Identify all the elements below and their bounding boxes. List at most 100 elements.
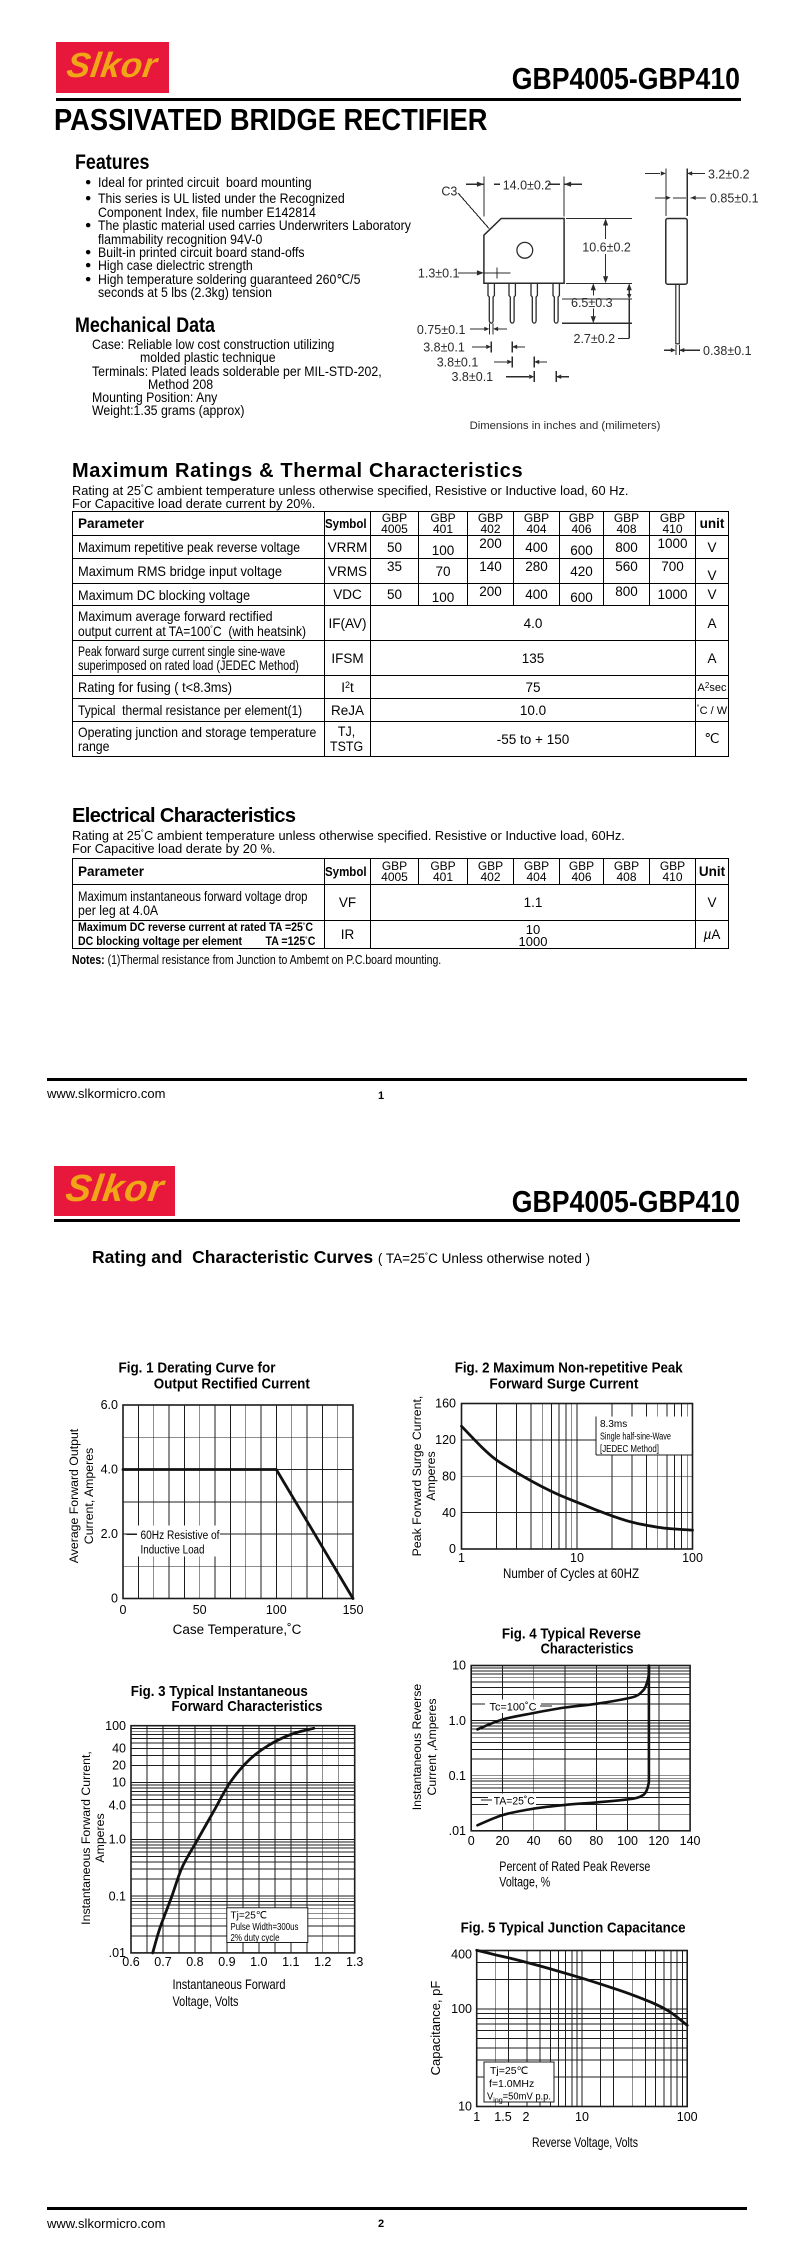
svg-text:C3: C3 xyxy=(441,185,457,199)
svg-text:4.0: 4.0 xyxy=(109,1798,126,1812)
svg-text:8.3ms: 8.3ms xyxy=(600,1419,627,1430)
svg-text:Tc=100˚C: Tc=100˚C xyxy=(490,1702,537,1714)
svg-text:0.85±0.1: 0.85±0.1 xyxy=(710,192,759,206)
svg-text:Fig. 1 Derating Curve for: Fig. 1 Derating Curve for xyxy=(119,1360,276,1377)
svg-text:Fig. 3 Typical Instantaneous: Fig. 3 Typical Instantaneous xyxy=(131,1683,308,1700)
svg-text:Reverse Voltage, Volts: Reverse Voltage, Volts xyxy=(532,2135,638,2150)
svg-text:120: 120 xyxy=(435,1433,456,1447)
svg-text:0.6: 0.6 xyxy=(122,1955,139,1969)
svg-text:1.0: 1.0 xyxy=(109,1833,126,1847)
svg-text:0.8: 0.8 xyxy=(186,1955,203,1969)
svg-text:100: 100 xyxy=(451,2002,472,2016)
svg-text:Average Forward Output: Average Forward Output xyxy=(67,1428,81,1563)
svg-text:Tj=25℃: Tj=25℃ xyxy=(490,2065,529,2077)
svg-text:TA=25˚C: TA=25˚C xyxy=(494,1796,535,1808)
svg-text:Case Temperature,˚C: Case Temperature,˚C xyxy=(173,1622,302,1637)
svg-text:2.0: 2.0 xyxy=(101,1527,118,1541)
svg-text:3.8±0.1: 3.8±0.1 xyxy=(437,355,479,369)
svg-text:Voltage, Volts: Voltage, Volts xyxy=(173,1994,239,2009)
svg-text:1.0: 1.0 xyxy=(250,1955,267,1969)
svg-text:Dimensions in inches and (mili: Dimensions in inches and (milimeters) xyxy=(470,420,661,432)
svg-text:150: 150 xyxy=(343,1603,364,1617)
svg-text:3.2±0.2: 3.2±0.2 xyxy=(708,168,750,182)
svg-text:40: 40 xyxy=(112,1742,126,1756)
svg-text:100: 100 xyxy=(617,1834,638,1848)
svg-text:10.6±0.2: 10.6±0.2 xyxy=(582,241,631,255)
svg-text:Output Rectified Current: Output Rectified Current xyxy=(154,1376,310,1393)
svg-text:Forward Surge Current: Forward Surge Current xyxy=(489,1376,638,1393)
svg-text:.01: .01 xyxy=(109,1946,126,1960)
svg-text:80: 80 xyxy=(442,1470,456,1484)
svg-text:Instantaneous Forward: Instantaneous Forward xyxy=(173,1977,286,1992)
svg-text:Instantaneous Forward Current,: Instantaneous Forward Current, xyxy=(79,1751,93,1925)
svg-text:f=1.0MHz: f=1.0MHz xyxy=(489,2078,534,2090)
svg-text:Fig. 5 Typical Junction Capaci: Fig. 5 Typical Junction Capacitance xyxy=(461,1920,686,1937)
svg-text:2: 2 xyxy=(523,2110,530,2124)
svg-text:2% duty cycle: 2% duty cycle xyxy=(231,1933,280,1944)
svg-text:3.8±0.1: 3.8±0.1 xyxy=(452,370,494,384)
svg-text:6.5±0.3: 6.5±0.3 xyxy=(571,296,613,310)
svg-text:0: 0 xyxy=(120,1603,127,1617)
svg-text:Number of Cycles at 60HZ: Number of Cycles at 60HZ xyxy=(503,1566,639,1581)
svg-text:1.3±0.1: 1.3±0.1 xyxy=(418,267,460,281)
svg-text:20: 20 xyxy=(112,1759,126,1773)
svg-text:60: 60 xyxy=(558,1834,572,1848)
svg-text:Fig. 4 Typical Reverse: Fig. 4 Typical Reverse xyxy=(502,1626,641,1643)
svg-text:1.2: 1.2 xyxy=(314,1955,331,1969)
svg-text:40: 40 xyxy=(527,1834,541,1848)
svg-text:Current ,Amperes: Current ,Amperes xyxy=(425,1698,439,1795)
svg-text:400: 400 xyxy=(451,1948,472,1962)
svg-text:80: 80 xyxy=(589,1834,603,1848)
svg-text:60Hz Resistive of: 60Hz Resistive of xyxy=(141,1528,221,1542)
svg-text:Forward Characteristics: Forward Characteristics xyxy=(172,1698,323,1715)
svg-text:Ving=50mV p.p.: Ving=50mV p.p. xyxy=(487,2092,551,2105)
svg-text:120: 120 xyxy=(648,1834,669,1848)
svg-text:50: 50 xyxy=(193,1603,207,1617)
svg-text:Characteristics: Characteristics xyxy=(541,1641,634,1658)
svg-text:Amperes: Amperes xyxy=(424,1451,438,1500)
svg-text:0.9: 0.9 xyxy=(218,1955,235,1969)
svg-text:20: 20 xyxy=(496,1834,510,1848)
svg-text:3.8±0.1: 3.8±0.1 xyxy=(423,340,465,354)
svg-text:1.1: 1.1 xyxy=(282,1955,299,1969)
svg-text:Current, Amperes: Current, Amperes xyxy=(82,1448,96,1544)
svg-text:Tj=25℃: Tj=25℃ xyxy=(231,1911,268,1922)
svg-text:Pulse Width=300us: Pulse Width=300us xyxy=(231,1922,299,1933)
svg-text:0.38±0.1: 0.38±0.1 xyxy=(703,344,752,358)
svg-text:Fig. 2 Maximum Non-repetitive: Fig. 2 Maximum Non-repetitive Peak xyxy=(455,1360,684,1377)
svg-text:Inductive Load: Inductive Load xyxy=(141,1543,205,1557)
svg-text:0: 0 xyxy=(449,1542,456,1556)
svg-text:Instantaneous Reverse: Instantaneous Reverse xyxy=(410,1684,424,1811)
svg-text:100: 100 xyxy=(266,1603,287,1617)
svg-text:10: 10 xyxy=(112,1776,126,1790)
svg-text:0.7: 0.7 xyxy=(154,1955,171,1969)
svg-text:0.1: 0.1 xyxy=(109,1889,126,1903)
svg-text:1.0: 1.0 xyxy=(449,1714,466,1728)
svg-text:10: 10 xyxy=(452,1659,466,1673)
svg-text:40: 40 xyxy=(442,1506,456,1520)
svg-text:100: 100 xyxy=(682,1551,703,1565)
svg-text:1.3: 1.3 xyxy=(346,1955,363,1969)
svg-text:4.0: 4.0 xyxy=(101,1463,118,1477)
svg-text:140: 140 xyxy=(680,1834,701,1848)
svg-text:10: 10 xyxy=(458,2100,472,2114)
svg-text:.01: .01 xyxy=(449,1824,466,1838)
svg-text:6.0: 6.0 xyxy=(101,1398,118,1412)
svg-text:100: 100 xyxy=(677,2110,698,2124)
svg-text:Amperes: Amperes xyxy=(93,1813,107,1862)
svg-text:14.0±0.2: 14.0±0.2 xyxy=(503,178,552,192)
svg-text:10: 10 xyxy=(570,1551,584,1565)
svg-text:0: 0 xyxy=(111,1592,118,1606)
svg-text:10: 10 xyxy=(575,2110,589,2124)
svg-text:1.5: 1.5 xyxy=(494,2110,511,2124)
svg-text:0: 0 xyxy=(468,1834,475,1848)
svg-text:0.75±0.1: 0.75±0.1 xyxy=(417,323,466,337)
svg-text:Peak Forward Surge Current,: Peak Forward Surge Current, xyxy=(410,1396,424,1557)
svg-text:2.7±0.2: 2.7±0.2 xyxy=(574,332,616,346)
svg-text:1: 1 xyxy=(458,1551,465,1565)
svg-text:Single half-sine-Wave: Single half-sine-Wave xyxy=(600,1432,671,1443)
svg-text:Percent of Rated Peak Reverse: Percent of Rated Peak Reverse xyxy=(499,1859,650,1874)
svg-text:100: 100 xyxy=(105,1719,126,1733)
svg-text:0.1: 0.1 xyxy=(449,1769,466,1783)
svg-text:1: 1 xyxy=(473,2110,480,2124)
